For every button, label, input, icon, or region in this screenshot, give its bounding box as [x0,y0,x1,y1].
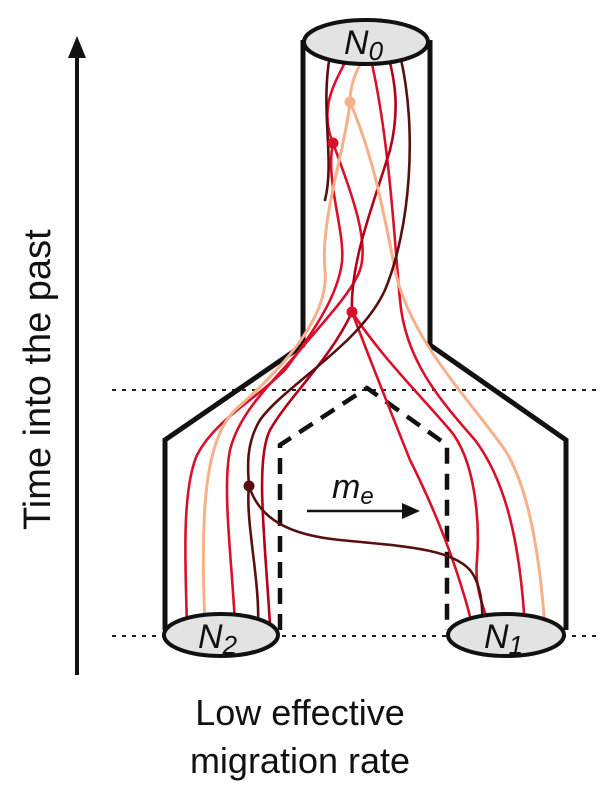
time-axis-label: Time into the past [17,229,59,530]
migration-arrowhead-icon [402,503,420,519]
migration-rate-label: me [332,468,374,510]
lineage-path [248,486,258,625]
lineage-path [352,312,490,628]
left-population: N2 [164,614,278,660]
caption-line-1: Low effective [0,690,600,736]
ancestral-population: N0 [304,20,428,66]
caption-line-2: migration rate [0,738,600,784]
time-axis-arrowhead-icon [68,36,86,58]
lineages [185,50,545,628]
right-population: N1 [448,614,564,660]
coalescent-event-dot [328,138,339,149]
coalescent-event-dot [347,307,358,318]
lineage-path [248,55,410,486]
coalescent-event-dot [244,481,255,492]
coalescent-event-dot [345,97,356,108]
